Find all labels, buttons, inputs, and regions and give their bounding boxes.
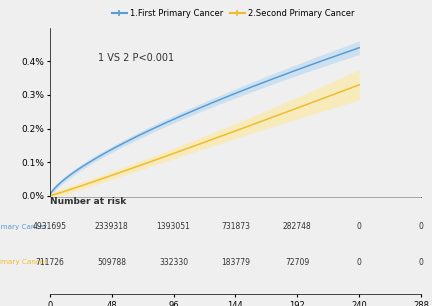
Text: 4931695: 4931695 (33, 222, 67, 231)
Text: 731873: 731873 (221, 222, 250, 231)
Text: 2.Second Primary Cancer: 2.Second Primary Cancer (0, 259, 47, 265)
Text: 0: 0 (357, 222, 362, 231)
Text: 332330: 332330 (159, 258, 188, 267)
Text: 711726: 711726 (35, 258, 64, 267)
Text: 183779: 183779 (221, 258, 250, 267)
Text: 0: 0 (419, 222, 424, 231)
Legend: 1.First Primary Cancer, 2.Second Primary Cancer: 1.First Primary Cancer, 2.Second Primary… (108, 6, 358, 21)
Text: 1393051: 1393051 (156, 222, 191, 231)
Text: Number at risk: Number at risk (50, 197, 126, 206)
Text: 72709: 72709 (285, 258, 309, 267)
Text: 509788: 509788 (97, 258, 126, 267)
Text: 1 VS 2 P<0.001: 1 VS 2 P<0.001 (98, 54, 174, 63)
Text: 0: 0 (419, 258, 424, 267)
Text: 0: 0 (357, 258, 362, 267)
Text: 282748: 282748 (283, 222, 312, 231)
Text: 2339318: 2339318 (95, 222, 128, 231)
Text: 1.First Primary Cancer: 1.First Primary Cancer (0, 224, 47, 230)
